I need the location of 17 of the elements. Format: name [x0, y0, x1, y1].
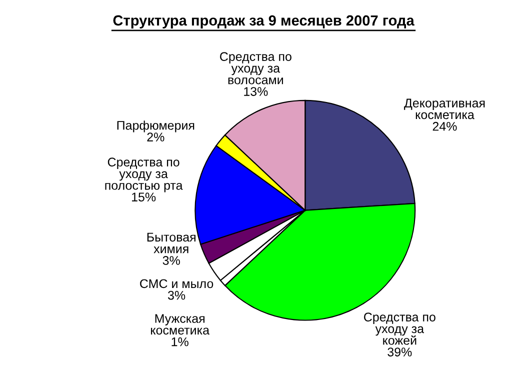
data-label: 3% [168, 290, 186, 300]
slice-label: Декоративная косметика [404, 98, 485, 120]
slice-label: Средства по уходу за волосами [220, 52, 292, 84]
slice-label: Бытовая химия [147, 232, 196, 254]
slice-label: Средства по уходу за кожей [364, 312, 436, 345]
data-label: 1% [172, 337, 188, 346]
data-label: 39% [388, 348, 412, 356]
slice-label: СМС и мыло [140, 279, 214, 288]
chart-title: Структура продаж за 9 месяцев 2007 года [113, 15, 414, 29]
slice-label: Парфюмерия [117, 120, 194, 132]
data-label: 13% [244, 87, 268, 96]
slice-label: Мужская косметика [151, 314, 210, 335]
slice-label: Средства по уходу за полостью рта [105, 158, 183, 192]
data-label: 2% [147, 132, 164, 142]
data-label: 15% [132, 192, 156, 202]
data-label: 3% [162, 256, 180, 265]
data-label: 24% [432, 122, 457, 131]
